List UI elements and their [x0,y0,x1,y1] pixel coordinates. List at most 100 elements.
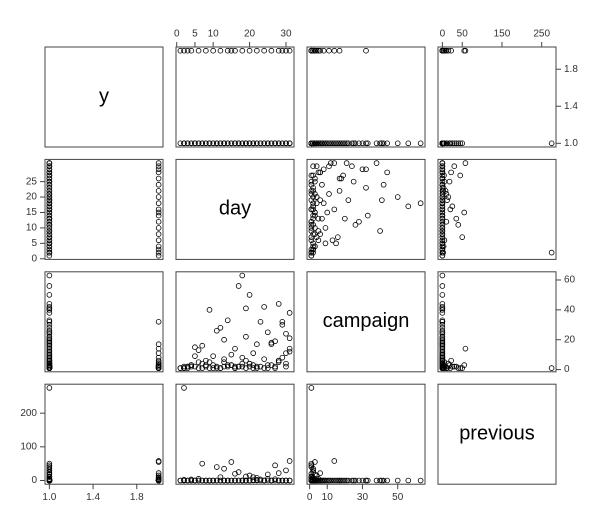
y-tick-label: 40 [564,304,576,315]
point [275,357,282,364]
point [46,206,53,213]
point [235,283,242,289]
point [308,197,315,203]
point [46,222,53,228]
point [192,477,198,484]
point [356,477,362,484]
x-tick-label: 30 [280,29,292,40]
point [264,471,271,478]
point [448,357,454,364]
point [443,191,450,197]
point [246,140,253,147]
point [188,476,195,483]
point [319,477,325,484]
point [312,47,318,54]
point [331,458,338,464]
point [447,206,454,213]
point [315,215,322,222]
point [286,458,293,464]
point [46,350,53,356]
point [326,140,332,147]
point [342,477,348,484]
point [310,163,316,169]
point [379,197,385,203]
y-tick-label: 20 [26,192,38,203]
point [184,363,191,370]
point [221,465,227,472]
point [394,477,401,484]
point [312,243,318,250]
point [46,231,53,237]
point [313,140,320,147]
x-tick-label: 20 [244,29,256,40]
point [246,292,253,298]
point [439,252,446,259]
point [335,140,341,147]
point [352,222,359,228]
point [155,212,162,219]
point [310,47,316,54]
point [155,163,162,169]
point [317,47,323,54]
point [310,203,316,210]
point [342,140,348,147]
point [439,203,446,210]
point [308,246,315,253]
point [224,362,231,368]
x-tick-label: 1.8 [130,492,144,503]
point [312,459,318,465]
point [257,477,264,484]
point [264,476,271,482]
point [317,231,323,237]
point [155,200,162,207]
point [232,470,238,477]
point [46,335,53,342]
point [315,47,322,54]
point [46,304,53,310]
point [310,200,316,207]
point [394,140,401,147]
point [380,477,387,484]
point [308,140,315,147]
point [329,140,336,147]
point [308,470,315,477]
point [343,477,350,484]
point [308,188,315,194]
point [221,356,227,362]
point [279,321,286,328]
point [46,191,53,197]
point [228,477,235,484]
point [313,47,320,54]
point [439,335,446,342]
point [210,47,216,54]
x-tick-label: 250 [533,29,550,40]
point [326,163,332,169]
point [439,344,446,350]
point [46,181,53,188]
point [380,140,387,147]
point [275,470,282,476]
point [275,477,282,484]
point [275,140,282,147]
point [199,365,206,371]
point [155,249,162,256]
point [439,169,446,176]
point [243,305,249,312]
point [439,338,446,345]
point [312,140,318,147]
point [46,234,53,240]
point [310,240,316,247]
point [310,215,316,222]
x-tick-label: 50 [392,492,404,503]
point [221,363,227,370]
point [188,362,195,368]
point [356,218,362,225]
point [268,47,275,54]
point [195,359,202,365]
point [329,237,336,244]
point [46,249,53,256]
point [250,362,257,368]
point [283,140,289,147]
point [181,477,187,484]
point [308,252,315,259]
